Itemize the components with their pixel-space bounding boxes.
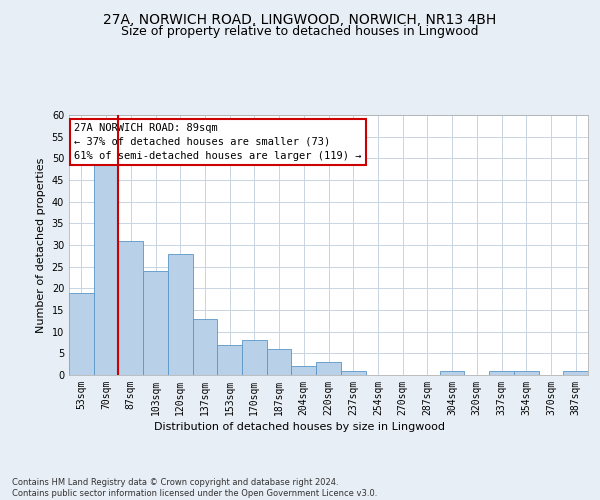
Text: Distribution of detached houses by size in Lingwood: Distribution of detached houses by size … <box>155 422 445 432</box>
Bar <box>489 370 514 375</box>
Text: Contains HM Land Registry data © Crown copyright and database right 2024.
Contai: Contains HM Land Registry data © Crown c… <box>12 478 377 498</box>
Text: 27A NORWICH ROAD: 89sqm
← 37% of detached houses are smaller (73)
61% of semi-de: 27A NORWICH ROAD: 89sqm ← 37% of detache… <box>74 123 362 161</box>
Bar <box>292 366 316 375</box>
Bar <box>69 292 94 375</box>
Bar <box>193 318 217 375</box>
Text: 27A, NORWICH ROAD, LINGWOOD, NORWICH, NR13 4BH: 27A, NORWICH ROAD, LINGWOOD, NORWICH, NR… <box>103 12 497 26</box>
Y-axis label: Number of detached properties: Number of detached properties <box>36 158 46 332</box>
Bar <box>94 158 118 375</box>
Bar <box>316 362 341 375</box>
Bar <box>217 344 242 375</box>
Bar <box>168 254 193 375</box>
Bar <box>514 370 539 375</box>
Bar <box>242 340 267 375</box>
Text: Size of property relative to detached houses in Lingwood: Size of property relative to detached ho… <box>121 25 479 38</box>
Bar <box>440 370 464 375</box>
Bar <box>267 349 292 375</box>
Bar <box>143 271 168 375</box>
Bar <box>563 370 588 375</box>
Bar <box>341 370 365 375</box>
Bar <box>118 240 143 375</box>
